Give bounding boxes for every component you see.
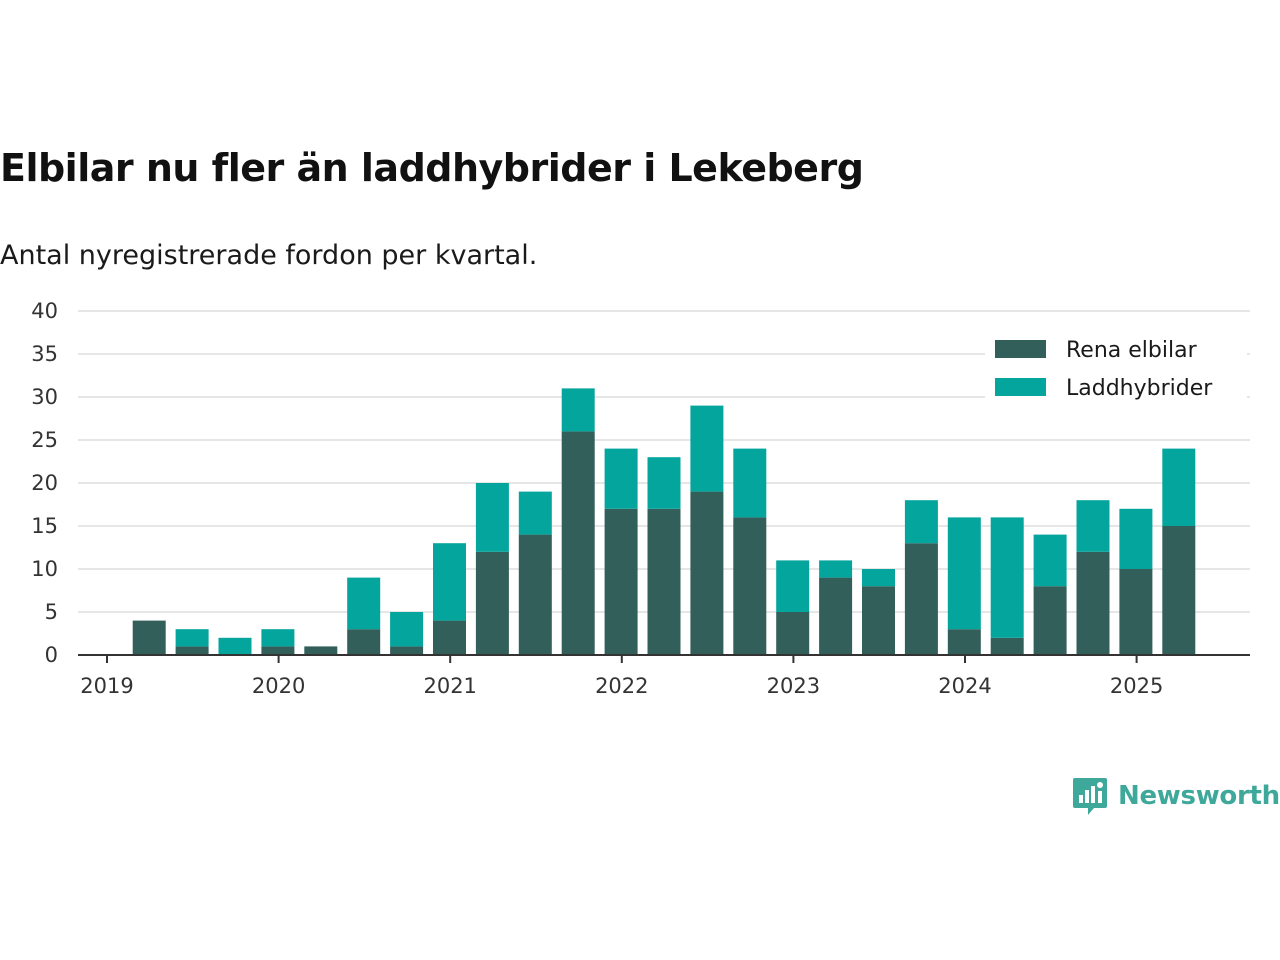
- x-tick-label: 2020: [252, 674, 305, 698]
- bar-laddhybrider: [819, 560, 853, 578]
- bar-rena-elbilar: [132, 620, 166, 655]
- bar-laddhybrider: [647, 457, 681, 509]
- chart-subtitle: Antal nyregistrerade fordon per kvartal.: [0, 240, 538, 271]
- bar-rena-elbilar: [647, 508, 681, 655]
- bar-rena-elbilar: [433, 620, 466, 655]
- bar-laddhybrider: [390, 612, 424, 647]
- bar-laddhybrider: [433, 543, 466, 621]
- bar-rena-elbilar: [733, 517, 767, 655]
- bar-laddhybrider: [1162, 448, 1196, 526]
- bar-laddhybrider: [561, 388, 595, 432]
- bar-rena-elbilar: [776, 612, 810, 655]
- bar-laddhybrider: [990, 517, 1024, 638]
- bar-rena-elbilar: [304, 646, 338, 655]
- bar-rena-elbilar: [819, 577, 853, 655]
- bar-laddhybrider: [904, 500, 938, 544]
- y-tick-label: 25: [31, 428, 58, 452]
- bar-rena-elbilar: [518, 534, 552, 655]
- bar-rena-elbilar: [1162, 526, 1196, 655]
- x-tick-label: 2024: [938, 674, 991, 698]
- y-tick-label: 20: [31, 471, 58, 495]
- bar-laddhybrider: [218, 637, 252, 655]
- bar-rena-elbilar: [862, 586, 895, 655]
- bar-laddhybrider: [1119, 508, 1153, 569]
- bar-rena-elbilar: [561, 431, 595, 655]
- x-tick-label: 2021: [423, 674, 476, 698]
- legend-label: Rena elbilar: [1066, 338, 1198, 363]
- bar-laddhybrider: [862, 569, 895, 587]
- y-tick-label: 5: [45, 600, 58, 624]
- x-tick-label: 2022: [595, 674, 648, 698]
- bar-rena-elbilar: [475, 551, 509, 655]
- bar-rena-elbilar: [1076, 551, 1110, 655]
- bar-laddhybrider: [175, 629, 209, 647]
- x-tick-label: 2023: [767, 674, 820, 698]
- legend: Rena elbilar Laddhybrider: [985, 328, 1247, 410]
- bar-rena-elbilar: [1119, 569, 1153, 655]
- bar-rena-elbilar: [690, 491, 724, 655]
- bar-rena-elbilar: [390, 646, 424, 655]
- bar-laddhybrider: [604, 448, 638, 509]
- bars: [132, 388, 1196, 655]
- bar-rena-elbilar: [261, 646, 295, 655]
- legend-label: Laddhybrider: [1066, 376, 1213, 401]
- bar-rena-elbilar: [1033, 586, 1067, 655]
- newsworthy-logo-icon: [1073, 778, 1107, 815]
- bar-laddhybrider: [475, 483, 509, 552]
- chart-title: Elbilar nu fler än laddhybrider i Lekebe…: [0, 146, 864, 190]
- legend-swatch: [995, 378, 1046, 396]
- bar-laddhybrider: [347, 577, 381, 630]
- y-tick-label: 30: [31, 385, 58, 409]
- bar-laddhybrider: [690, 405, 724, 492]
- bar-laddhybrider: [518, 491, 552, 535]
- bar-laddhybrider: [776, 560, 810, 612]
- y-tick-label: 15: [31, 514, 58, 538]
- bar-laddhybrider: [1033, 534, 1067, 587]
- y-tick-label: 40: [31, 299, 58, 323]
- y-tick-label: 0: [45, 643, 58, 667]
- brand-logo: Newsworthy: [1072, 776, 1280, 816]
- y-tick-label: 35: [31, 342, 58, 366]
- y-tick-label: 10: [31, 557, 58, 581]
- bar-laddhybrider: [1076, 500, 1110, 552]
- bar-rena-elbilar: [990, 637, 1024, 655]
- bar-rena-elbilar: [175, 646, 209, 655]
- x-tick-label: 2019: [80, 674, 133, 698]
- bar-laddhybrider: [947, 517, 981, 630]
- bar-rena-elbilar: [904, 543, 938, 655]
- bar-laddhybrider: [261, 629, 295, 647]
- bar-laddhybrider: [733, 448, 767, 518]
- bar-rena-elbilar: [604, 508, 638, 655]
- bar-rena-elbilar: [347, 629, 381, 655]
- bar-rena-elbilar: [947, 629, 981, 655]
- legend-swatch: [995, 340, 1046, 358]
- brand-name: Newsworthy: [1118, 781, 1280, 811]
- x-tick-label: 2025: [1110, 674, 1163, 698]
